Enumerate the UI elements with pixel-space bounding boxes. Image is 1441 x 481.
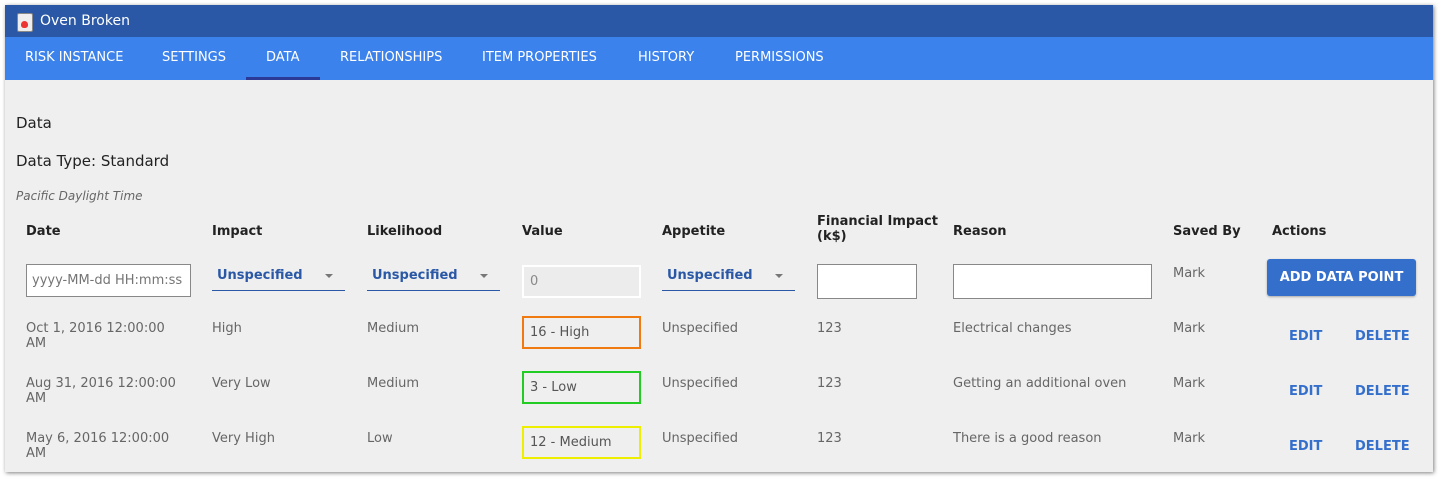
- cell-appetite: Unspecified: [662, 431, 738, 446]
- chevron-down-icon: [775, 274, 783, 278]
- cell-likelihood: Medium: [367, 321, 419, 336]
- window-title: Oven Broken: [40, 13, 130, 29]
- data-type-label: Data Type: Standard: [16, 152, 170, 170]
- chevron-down-icon: [480, 274, 488, 278]
- saved-by-current: Mark: [1173, 266, 1206, 281]
- delete-button[interactable]: DELETE: [1355, 329, 1410, 344]
- cell-date: Aug 31, 2016 12:00:00 AM: [26, 376, 176, 406]
- tab-relationships[interactable]: RELATIONSHIPS: [340, 50, 443, 65]
- tab-history[interactable]: HISTORY: [638, 50, 695, 65]
- column-header: Value: [522, 224, 563, 239]
- tab-data[interactable]: DATA: [246, 50, 319, 80]
- column-header: Appetite: [662, 224, 726, 239]
- tab-risk-instance[interactable]: RISK INSTANCE: [25, 50, 124, 65]
- column-header: Saved By: [1173, 224, 1241, 239]
- cell-financial: 123: [817, 321, 842, 336]
- add-data-point-button[interactable]: ADD DATA POINT: [1267, 259, 1416, 296]
- cell-financial: 123: [817, 431, 842, 446]
- cell-value: 3 - Low: [522, 371, 641, 404]
- value-readonly: 0: [522, 265, 641, 298]
- cell-impact: Very Low: [212, 376, 271, 391]
- cell-date: May 6, 2016 12:00:00 AM: [26, 431, 170, 461]
- impact-select[interactable]: Unspecified: [212, 260, 345, 291]
- window: Oven Broken RISK INSTANCE SETTINGS DATA …: [5, 5, 1433, 472]
- column-header: Actions: [1272, 224, 1327, 239]
- appetite-select-value: Unspecified: [667, 268, 753, 283]
- cell-likelihood: Low: [367, 431, 393, 446]
- column-header: Impact: [212, 224, 263, 239]
- delete-button[interactable]: DELETE: [1355, 439, 1410, 454]
- cell-reason: Electrical changes: [953, 321, 1072, 336]
- cell-appetite: Unspecified: [662, 321, 738, 336]
- cell-saved-by: Mark: [1173, 431, 1206, 446]
- tab-settings[interactable]: SETTINGS: [162, 50, 227, 65]
- title-bar: Oven Broken: [5, 5, 1433, 37]
- edit-button[interactable]: EDIT: [1289, 384, 1323, 399]
- date-input[interactable]: [26, 264, 191, 297]
- financial-impact-input[interactable]: [817, 264, 917, 299]
- cell-saved-by: Mark: [1173, 321, 1206, 336]
- edit-button[interactable]: EDIT: [1289, 329, 1323, 344]
- impact-select-value: Unspecified: [217, 268, 303, 283]
- column-header: Likelihood: [367, 224, 443, 239]
- column-header: Reason: [953, 224, 1007, 239]
- likelihood-select-value: Unspecified: [372, 268, 458, 283]
- cell-date: Oct 1, 2016 12:00:00 AM: [26, 321, 165, 351]
- reason-textarea[interactable]: [953, 264, 1152, 299]
- column-header: Date: [26, 224, 61, 239]
- cell-financial: 123: [817, 376, 842, 391]
- tab-bar: RISK INSTANCE SETTINGS DATA RELATIONSHIP…: [5, 37, 1433, 80]
- cell-impact: Very High: [212, 431, 275, 446]
- cell-impact: High: [212, 321, 242, 336]
- cell-reason: There is a good reason: [953, 431, 1102, 446]
- delete-button[interactable]: DELETE: [1355, 384, 1410, 399]
- cell-value: 16 - High: [522, 316, 641, 349]
- column-header: Financial Impact (k$): [817, 214, 938, 244]
- tab-permissions[interactable]: PERMISSIONS: [735, 50, 824, 65]
- cell-value: 12 - Medium: [522, 426, 641, 459]
- likelihood-select[interactable]: Unspecified: [367, 260, 500, 291]
- tab-item-properties[interactable]: ITEM PROPERTIES: [482, 50, 597, 65]
- cell-likelihood: Medium: [367, 376, 419, 391]
- cell-appetite: Unspecified: [662, 376, 738, 391]
- chevron-down-icon: [325, 274, 333, 278]
- appetite-select[interactable]: Unspecified: [662, 260, 795, 291]
- section-title: Data: [16, 114, 52, 132]
- timezone-label: Pacific Daylight Time: [16, 189, 143, 203]
- cell-saved-by: Mark: [1173, 376, 1206, 391]
- cell-reason: Getting an additional oven: [953, 376, 1127, 391]
- risk-document-icon: [17, 13, 33, 32]
- edit-button[interactable]: EDIT: [1289, 439, 1323, 454]
